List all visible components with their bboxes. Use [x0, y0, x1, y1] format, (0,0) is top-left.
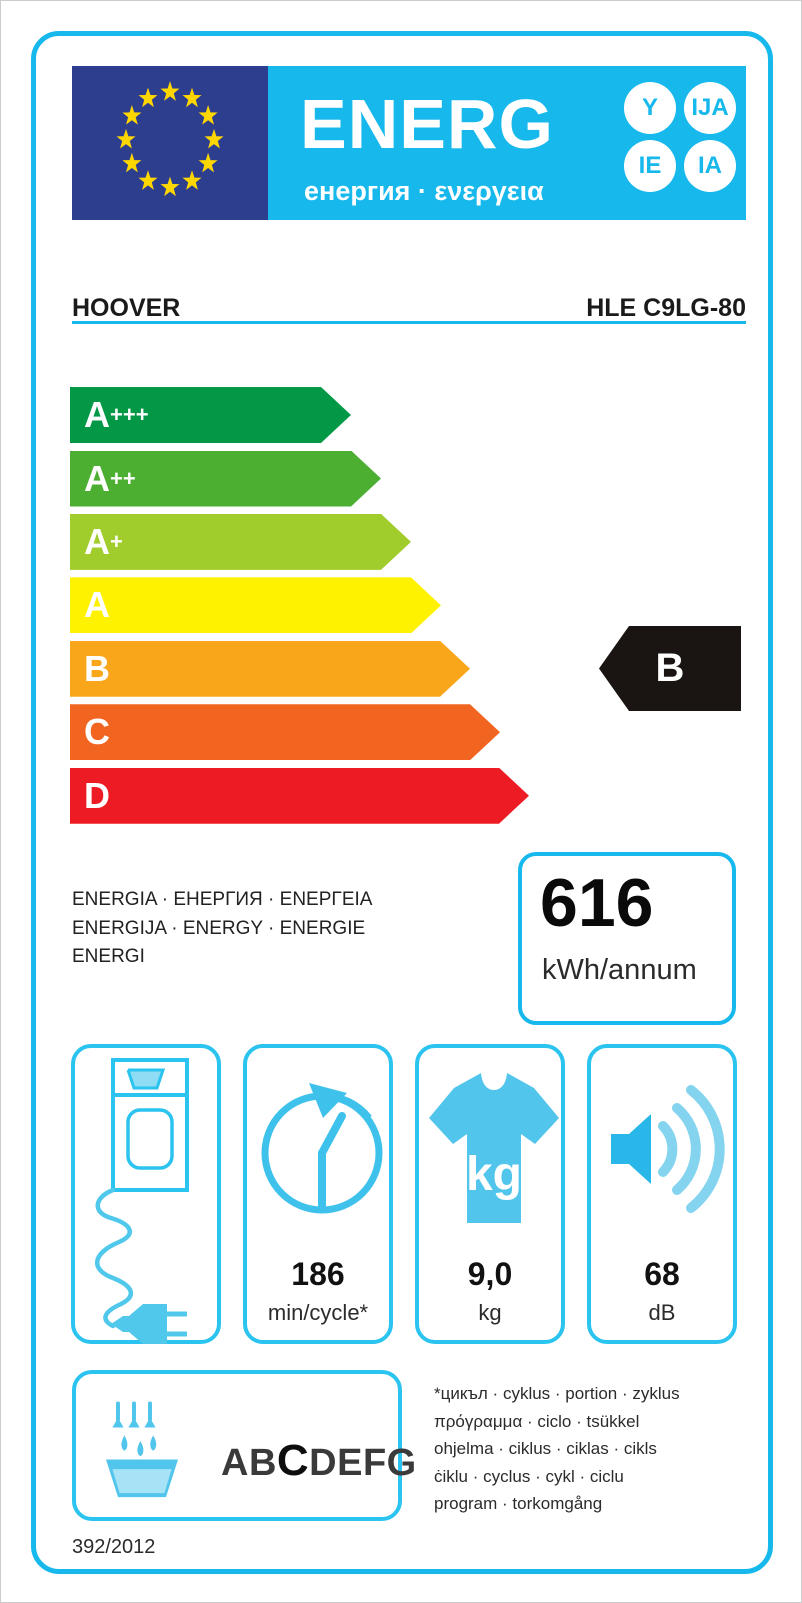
svg-text:kg: kg — [466, 1148, 522, 1201]
